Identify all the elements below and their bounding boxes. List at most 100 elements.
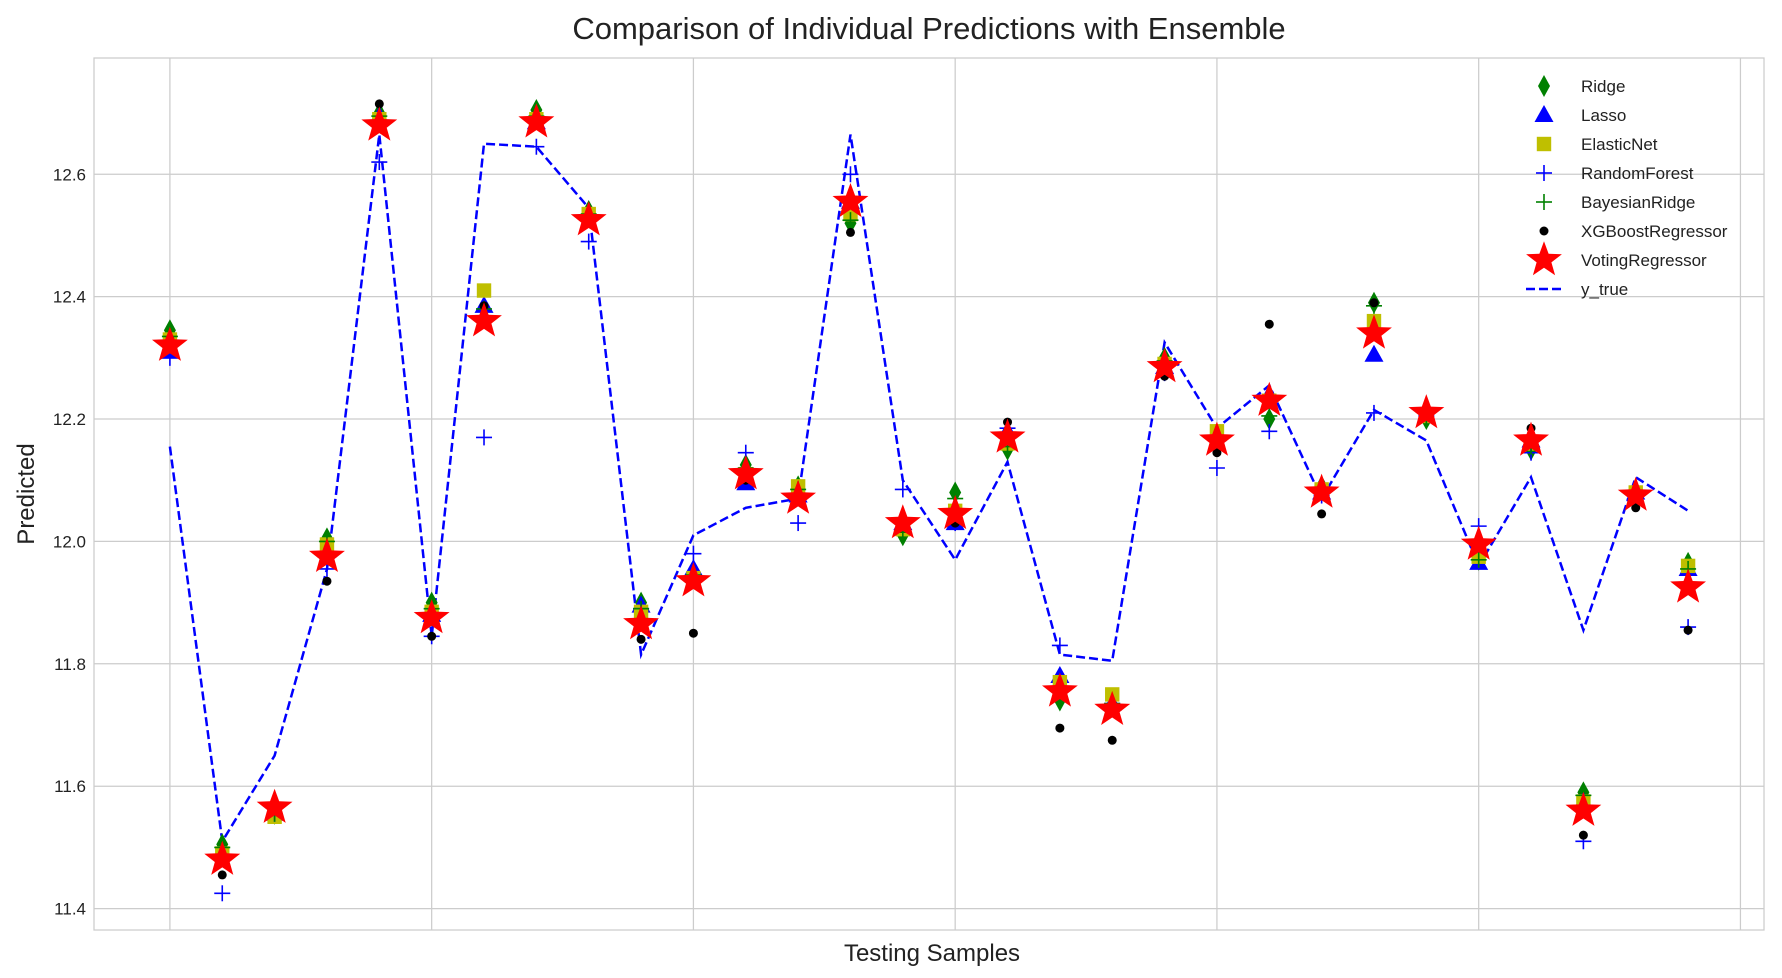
point-votingregressor-24: [1408, 394, 1445, 429]
point-randomforest-6: [476, 429, 493, 446]
legend-label-lasso: Lasso: [1581, 106, 1626, 125]
point-votingregressor-27: [1565, 791, 1602, 826]
legend-item-votingregressor: VotingRegressor: [1526, 241, 1707, 276]
point-votingregressor-20: [1199, 421, 1235, 456]
legend-item-bayesianridge: BayesianRidge: [1536, 193, 1695, 212]
point-xgboostregressor-18: [1107, 735, 1117, 745]
x-axis-label: Testing Samples: [844, 940, 1020, 967]
y-tick-label-6: 12.6: [53, 165, 86, 184]
chart-title: Comparison of Individual Predictions wit…: [572, 11, 1285, 46]
legend-label-bayesianridge: BayesianRidge: [1581, 193, 1695, 212]
point-bayesianridge-21: [1261, 407, 1278, 424]
plot-frame: [93, 57, 1765, 931]
point-votingregressor-7: [518, 103, 555, 138]
point-randomforest-14: [894, 481, 911, 498]
point-votingregressor-23: [1356, 314, 1392, 349]
point-votingregressor-10: [675, 562, 712, 597]
legend-swatch-ridge: [1538, 75, 1550, 97]
point-randomforest-17: [1051, 637, 1068, 654]
point-randomforest-13: [842, 166, 859, 183]
point-bayesianridge-13: [842, 212, 859, 229]
legend-item-elasticnet: ElasticNet: [1536, 135, 1658, 154]
point-xgboostregressor-10: [688, 628, 698, 638]
point-votingregressor-4: [361, 106, 398, 141]
legend-item-lasso: Lasso: [1534, 105, 1626, 125]
point-votingregressor-16: [989, 418, 1026, 453]
legend-item-randomforest: RandomForest: [1536, 164, 1694, 183]
point-randomforest-23: [1365, 404, 1382, 421]
legend-label-xgboostregressor: XGBoostRegressor: [1581, 222, 1728, 241]
point-randomforest-10: [685, 545, 702, 562]
point-xgboostregressor-20: [1212, 448, 1222, 458]
point-xgboostregressor-22: [1317, 509, 1327, 519]
y-tick-label-1: 11.6: [54, 777, 86, 796]
point-votingregressor-21: [1251, 381, 1288, 416]
point-votingregressor-26: [1513, 421, 1549, 456]
point-lasso-23: [1364, 344, 1384, 362]
point-votingregressor-18: [1094, 690, 1131, 725]
point-xgboostregressor-4: [374, 99, 384, 109]
point-votingregressor-19: [1146, 348, 1183, 383]
point-xgboostregressor-21: [1264, 319, 1274, 329]
point-votingregressor-1: [204, 840, 241, 875]
series-votingregressor: [152, 103, 1706, 875]
point-votingregressor-2: [256, 788, 293, 823]
legend-label-votingregressor: VotingRegressor: [1581, 251, 1707, 270]
point-votingregressor-11: [727, 455, 764, 490]
legend-label-ridge: Ridge: [1581, 77, 1625, 96]
point-votingregressor-3: [309, 537, 345, 572]
point-xgboostregressor-23: [1369, 298, 1379, 308]
series-y_true: [168, 134, 1689, 845]
legend-swatch-bayesianridge: [1536, 194, 1552, 210]
series-layer: [152, 99, 1706, 902]
legend-swatch-xgboostregressor: [1539, 226, 1549, 236]
point-randomforest-20: [1208, 459, 1225, 476]
y-tick-label-2: 11.8: [54, 655, 86, 674]
point-votingregressor-28: [1617, 476, 1654, 511]
point-votingregressor-6: [466, 302, 502, 337]
point-votingregressor-0: [152, 326, 188, 361]
y-tick-label-0: 11.4: [54, 900, 86, 919]
y-tick-label-5: 12.4: [53, 288, 86, 307]
legend-label-y_true: y_true: [1581, 280, 1628, 299]
point-xgboostregressor-27: [1578, 830, 1588, 840]
legend-swatch-elasticnet: [1536, 136, 1552, 152]
point-xgboostregressor-17: [1055, 723, 1065, 733]
y-tick-labels: 11.4 11.6 11.8 12.0 12.2 12.4 12.6: [53, 165, 86, 918]
point-votingregressor-17: [1042, 672, 1078, 707]
point-votingregressor-9: [623, 605, 659, 640]
legend-item-ridge: Ridge: [1538, 75, 1625, 97]
y-tick-label-3: 12.0: [53, 532, 86, 551]
legend-swatch-lasso: [1534, 105, 1554, 122]
point-votingregressor-22: [1303, 473, 1340, 508]
plot-area: [94, 58, 1764, 930]
legend-label-elasticnet: ElasticNet: [1581, 135, 1658, 154]
point-votingregressor-8: [570, 201, 607, 236]
point-xgboostregressor-5: [427, 631, 437, 641]
point-randomforest-4: [371, 154, 388, 171]
point-randomforest-12: [790, 515, 807, 532]
y-tick-label-4: 12.2: [53, 410, 86, 429]
legend: Ridge Lasso ElasticNet RandomForest Bayesian…: [1526, 75, 1728, 299]
point-randomforest-21: [1261, 423, 1278, 440]
point-votingregressor-12: [780, 479, 816, 514]
legend-item-xgboostregressor: XGBoostRegressor: [1539, 222, 1728, 241]
point-xgboostregressor-9: [636, 634, 646, 644]
point-elasticnet-6: [476, 283, 492, 298]
y-axis-label: Predicted: [13, 443, 40, 544]
point-votingregressor-29: [1670, 568, 1706, 603]
line-y_true: [168, 134, 1689, 845]
point-xgboostregressor-3: [322, 576, 332, 586]
legend-swatch-votingregressor: [1526, 241, 1562, 276]
legend-item-y_true: y_true: [1526, 280, 1628, 299]
point-randomforest-7: [528, 138, 545, 155]
point-votingregressor-13: [832, 183, 869, 218]
point-votingregressor-15: [937, 495, 974, 530]
point-votingregressor-14: [884, 504, 921, 539]
point-randomforest-1: [214, 885, 231, 902]
point-randomforest-8: [580, 233, 597, 250]
point-xgboostregressor-28: [1631, 503, 1641, 513]
point-votingregressor-25: [1460, 525, 1497, 560]
point-xgboostregressor-29: [1683, 625, 1693, 635]
